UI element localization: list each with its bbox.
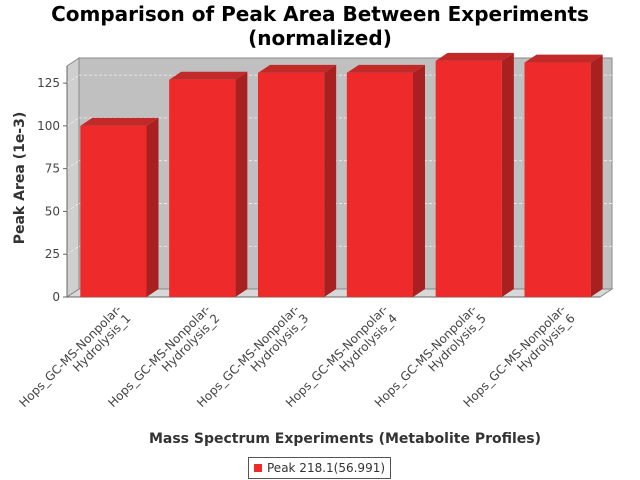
- y-tick-label: 125: [37, 76, 60, 90]
- bar-side: [413, 64, 426, 297]
- bar-side: [324, 64, 337, 297]
- bar: [257, 72, 325, 297]
- bar-side: [590, 54, 603, 298]
- x-axis-label: Mass Spectrum Experiments (Metabolite Pr…: [148, 431, 542, 447]
- legend: Peak 218.1(56.991): [248, 457, 392, 479]
- bar: [524, 62, 591, 298]
- bar-top: [524, 54, 603, 63]
- plot-back-wall: [78, 57, 613, 290]
- gridline-wall: [66, 245, 80, 255]
- y-tick-label: 50: [45, 204, 60, 218]
- gridline-wall: [66, 74, 80, 84]
- bar-top: [346, 64, 426, 73]
- bar: [346, 72, 414, 297]
- y-tick-label: 100: [37, 119, 60, 133]
- bar-top: [257, 64, 337, 73]
- bar-top: [80, 117, 159, 126]
- chart-title-text: Comparison of Peak Area Between Experime…: [51, 2, 589, 50]
- bar-side: [146, 117, 159, 297]
- legend-label: Peak 218.1(56.991): [267, 461, 386, 475]
- gridline-wall: [66, 117, 80, 127]
- bar: [80, 125, 147, 297]
- bar-side: [235, 71, 248, 297]
- bar-top: [169, 71, 248, 80]
- legend-swatch: [254, 464, 262, 472]
- bar: [435, 60, 502, 297]
- gridline-wall: [66, 203, 80, 212]
- gridline-wall: [66, 160, 80, 169]
- bar-side: [501, 52, 514, 297]
- bar: [169, 79, 236, 297]
- y-axis-label: Peak Area (1e-3): [12, 111, 28, 245]
- plot-left-wall: [66, 57, 80, 298]
- chart-title: Comparison of Peak Area Between Experime…: [0, 2, 640, 50]
- y-tick-label: 25: [45, 247, 60, 261]
- x-tick-label-line: Hops_GC-MS-Nonpolar-: [16, 302, 124, 410]
- y-tick-label: 75: [45, 162, 60, 176]
- y-tick-label: 0: [52, 290, 60, 304]
- bar-top: [435, 52, 514, 61]
